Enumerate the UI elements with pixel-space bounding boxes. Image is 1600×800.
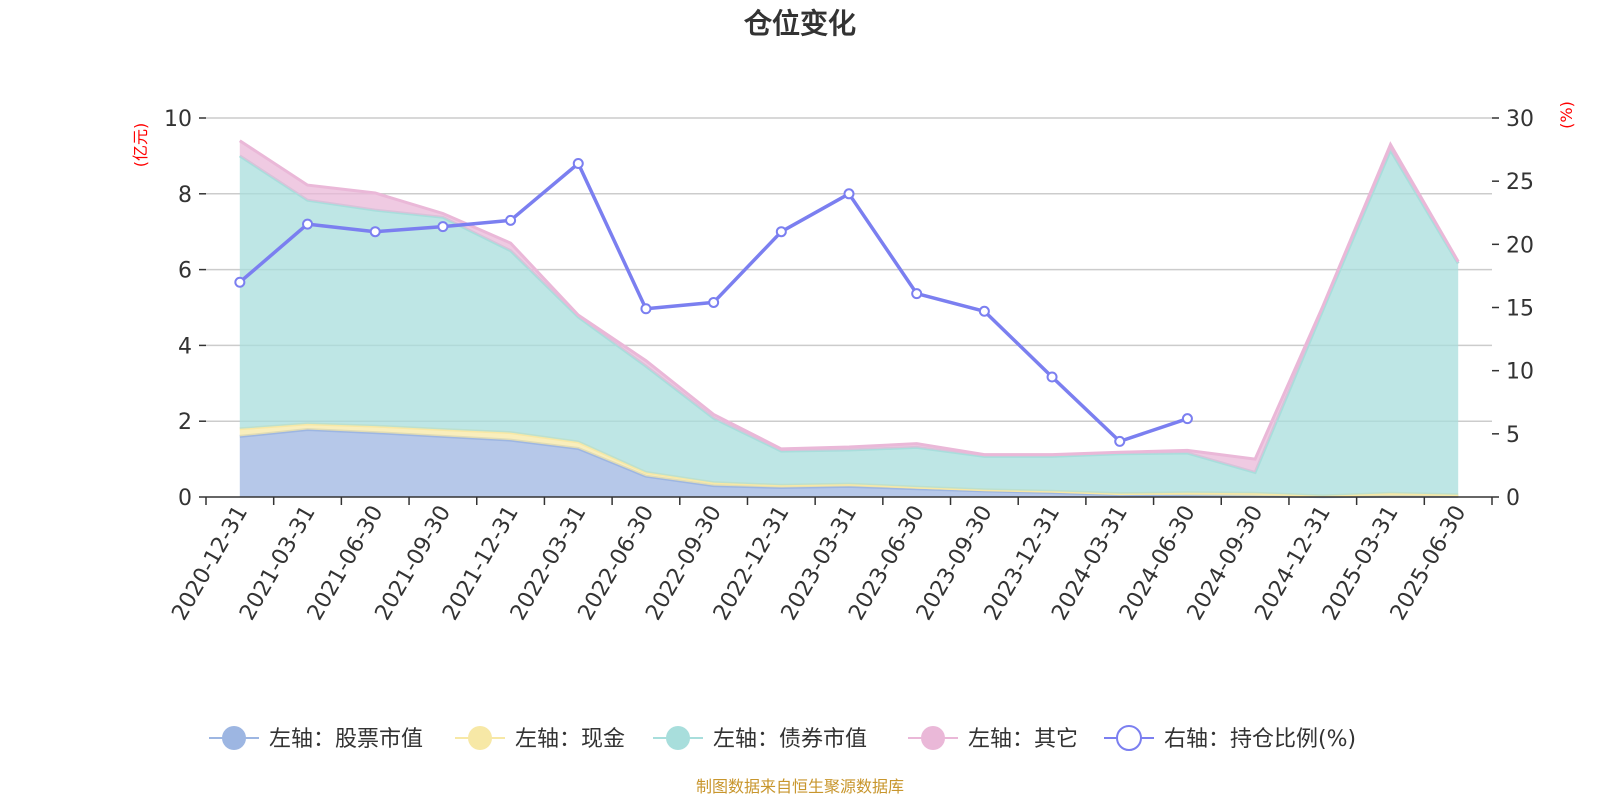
holding-ratio-point: [1114, 435, 1126, 447]
left-axis-tick-label: 4: [178, 334, 192, 359]
legend-marker: [921, 726, 945, 750]
left-axis-tick-label: 8: [178, 183, 192, 208]
source-note: 制图数据来自恒生聚源数据库: [696, 777, 904, 796]
holding-ratio-point: [572, 157, 584, 169]
legend-marker: [1116, 725, 1142, 751]
holding-ratio-point: [437, 221, 449, 233]
holding-ratio-point: [1181, 413, 1193, 425]
holding-ratio-point: [978, 305, 990, 317]
line-series: [234, 157, 1193, 447]
holding-ratio-point: [708, 296, 720, 308]
right-axis-tick-label: 5: [1506, 423, 1520, 448]
right-axis-tick-label: 0: [1506, 486, 1520, 511]
holding-ratio-point: [911, 288, 923, 300]
legend-marker: [222, 726, 246, 750]
left-axis-unit: (亿元): [131, 123, 150, 168]
left-axis-tick-label: 2: [178, 410, 192, 435]
holding-ratio-point: [505, 214, 517, 226]
holding-ratio-point: [234, 276, 246, 288]
left-axis-tick-label: 10: [164, 107, 192, 132]
legend-label: 右轴：持仓比例(%): [1164, 727, 1356, 752]
left-axis-tick-label: 0: [178, 486, 192, 511]
area-fill-1: [239, 423, 1459, 497]
holding-ratio-point: [640, 303, 652, 315]
right-axis-tick-label: 15: [1506, 297, 1534, 322]
legend-marker: [468, 726, 492, 750]
holding-ratio-point: [369, 226, 381, 238]
holding-ratio-point: [775, 226, 787, 238]
legend-marker: [666, 726, 690, 750]
left-axis-tick-label: 6: [178, 259, 192, 284]
holding-ratio-point: [843, 188, 855, 200]
legend-label: 左轴：股票市值: [269, 727, 423, 752]
right-axis-tick-label: 20: [1506, 233, 1534, 258]
right-axis-tick-label: 25: [1506, 170, 1534, 195]
chart-title: 仓位变化: [744, 7, 856, 40]
holding-ratio-point: [1046, 371, 1058, 383]
right-axis-tick-label: 10: [1506, 360, 1534, 385]
right-axis-tick-label: 30: [1506, 107, 1534, 132]
area-fill-2: [239, 150, 1459, 496]
area-fill-0: [239, 429, 1459, 497]
legend: 左轴：股票市值 左轴：现金 左轴：债券市值 左轴：其它 右轴：持仓比例(%): [209, 725, 1356, 752]
area-edge-3: [238, 139, 1460, 461]
right-axis-unit: (%): [1557, 101, 1576, 129]
holding-ratio-point: [302, 218, 314, 230]
legend-label: 左轴：现金: [515, 727, 625, 752]
legend-label: 左轴：其它: [968, 727, 1078, 752]
area-series: [238, 139, 1460, 499]
legend-label: 左轴：债券市值: [713, 727, 867, 752]
